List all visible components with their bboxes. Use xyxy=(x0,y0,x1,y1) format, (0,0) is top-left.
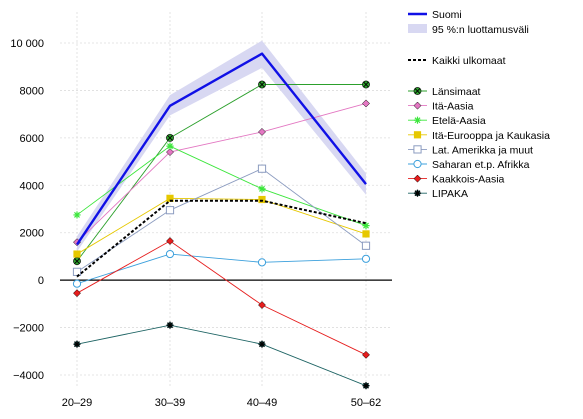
data-point-lipaka xyxy=(166,321,174,329)
data-point-saharan-et-p-afrikka xyxy=(165,249,175,259)
series-line-lipaka xyxy=(76,324,367,387)
data-point-kaakkois-aasia xyxy=(166,237,174,245)
legend-marker-lipaka xyxy=(413,189,422,197)
data-point-lat-amerikka-ja-muut xyxy=(257,164,267,173)
legend-label-suomi: Suomi xyxy=(432,9,462,21)
data-point-saharan-et-p-afrikka xyxy=(361,254,371,263)
data-point-lansimaat xyxy=(362,80,370,89)
data-point-etela-aasia xyxy=(166,142,174,150)
legend-swatch-ci-band xyxy=(408,24,427,33)
series-line-suomi xyxy=(76,52,367,246)
data-point-saharan-et-p-afrikka xyxy=(257,258,267,267)
y-tick-label: −2000 xyxy=(13,323,44,335)
legend-marker-ita-eurooppa-ja-kaukasia xyxy=(413,131,422,139)
legend-label-saharan-et-p-afrikka: Saharan et.p. Afrikka xyxy=(432,159,530,171)
data-point-lansimaat xyxy=(166,133,174,142)
data-point-ita-eurooppa-ja-kaukasia xyxy=(258,195,266,204)
legend-marker-etela-aasia xyxy=(413,116,422,124)
data-point-lansimaat xyxy=(258,80,266,89)
legend-label-etela-aasia: Etelä-Aasia xyxy=(432,115,486,127)
legend: Suomi 95 %:n luottamusväli Kaikki ulkomaat… xyxy=(408,9,550,200)
data-point-ita-aasia xyxy=(258,127,266,136)
data-point-lipaka xyxy=(258,340,266,348)
series-line-kaikki-ulkomaat xyxy=(76,199,367,278)
data-point-lat-amerikka-ja-muut xyxy=(165,206,175,215)
legend-label-kaakkois-aasia: Kaakkois-Aasia xyxy=(432,174,505,186)
x-tick-label: 40–49 xyxy=(247,397,278,409)
legend-label-lipaka: LIPAKA xyxy=(432,188,468,200)
legend-label-lat-amerikka-ja-muut: Lat. Amerikka ja muut xyxy=(432,144,533,156)
data-point-etela-aasia xyxy=(362,222,370,230)
legend-marker-kaakkois-aasia xyxy=(413,174,422,183)
legend-marker-lat-amerikka-ja-muut xyxy=(413,145,422,154)
legend-label-kaikki-ulkomaat: Kaikki ulkomaat xyxy=(432,55,506,67)
legend-label-ita-aasia: Itä-Aasia xyxy=(432,101,474,113)
data-point-ita-eurooppa-ja-kaukasia xyxy=(166,194,174,202)
y-tick-label: −4000 xyxy=(13,370,44,382)
data-point-ita-eurooppa-ja-kaukasia xyxy=(73,250,81,258)
data-point-etela-aasia xyxy=(258,185,266,193)
data-point-lipaka xyxy=(73,340,81,348)
x-tick-label: 50–62 xyxy=(351,397,382,409)
series-line-ita-eurooppa-ja-kaukasia xyxy=(76,197,367,255)
data-point-ita-aasia xyxy=(362,99,370,108)
axis-labels: −4000 −2000 0 2000 4000 6000 8000 10 000 20–29 30… xyxy=(10,38,381,409)
series-line-lansimaat xyxy=(76,84,366,262)
legend-marker-saharan-et-p-afrikka xyxy=(413,159,422,169)
x-tick-label: 30–39 xyxy=(155,397,186,409)
legend-label-lansimaat: Länsimaat xyxy=(432,86,481,98)
y-tick-label: 6000 xyxy=(20,133,44,145)
data-point-saharan-et-p-afrikka xyxy=(72,279,82,288)
legend-label-ita-eurooppa-ja-kaukasia: Itä-Eurooppa ja Kaukasia xyxy=(432,130,550,142)
y-tick-label: 4000 xyxy=(20,180,44,192)
legend-label-ci-band: 95 %:n luottamusväli xyxy=(432,24,529,36)
data-point-kaakkois-aasia xyxy=(73,289,81,298)
x-tick-label: 20–29 xyxy=(62,397,93,409)
data-point-lansimaat xyxy=(73,257,81,266)
series-line-lat-amerikka-ja-muut xyxy=(76,168,367,273)
y-tick-label: 2000 xyxy=(20,228,44,240)
data-point-ita-eurooppa-ja-kaukasia xyxy=(362,230,370,238)
data-point-ita-aasia xyxy=(166,148,174,157)
y-tick-label: 10 000 xyxy=(10,38,44,50)
data-point-kaakkois-aasia xyxy=(362,350,370,359)
data-point-lipaka xyxy=(362,382,370,390)
y-tick-label: 0 xyxy=(38,275,44,287)
data-point-etela-aasia xyxy=(73,211,81,219)
data-point-kaakkois-aasia xyxy=(258,301,266,309)
y-tick-label: 8000 xyxy=(20,85,44,97)
series-line-kaakkois-aasia xyxy=(76,240,367,356)
data-point-lat-amerikka-ja-muut xyxy=(72,267,82,276)
legend-marker-ita-aasia xyxy=(413,101,422,110)
legend-marker-lansimaat xyxy=(413,87,422,95)
series-line-saharan-et-p-afrikka xyxy=(76,253,367,285)
data-point-lat-amerikka-ja-muut xyxy=(361,241,371,250)
series-layer xyxy=(72,52,371,390)
